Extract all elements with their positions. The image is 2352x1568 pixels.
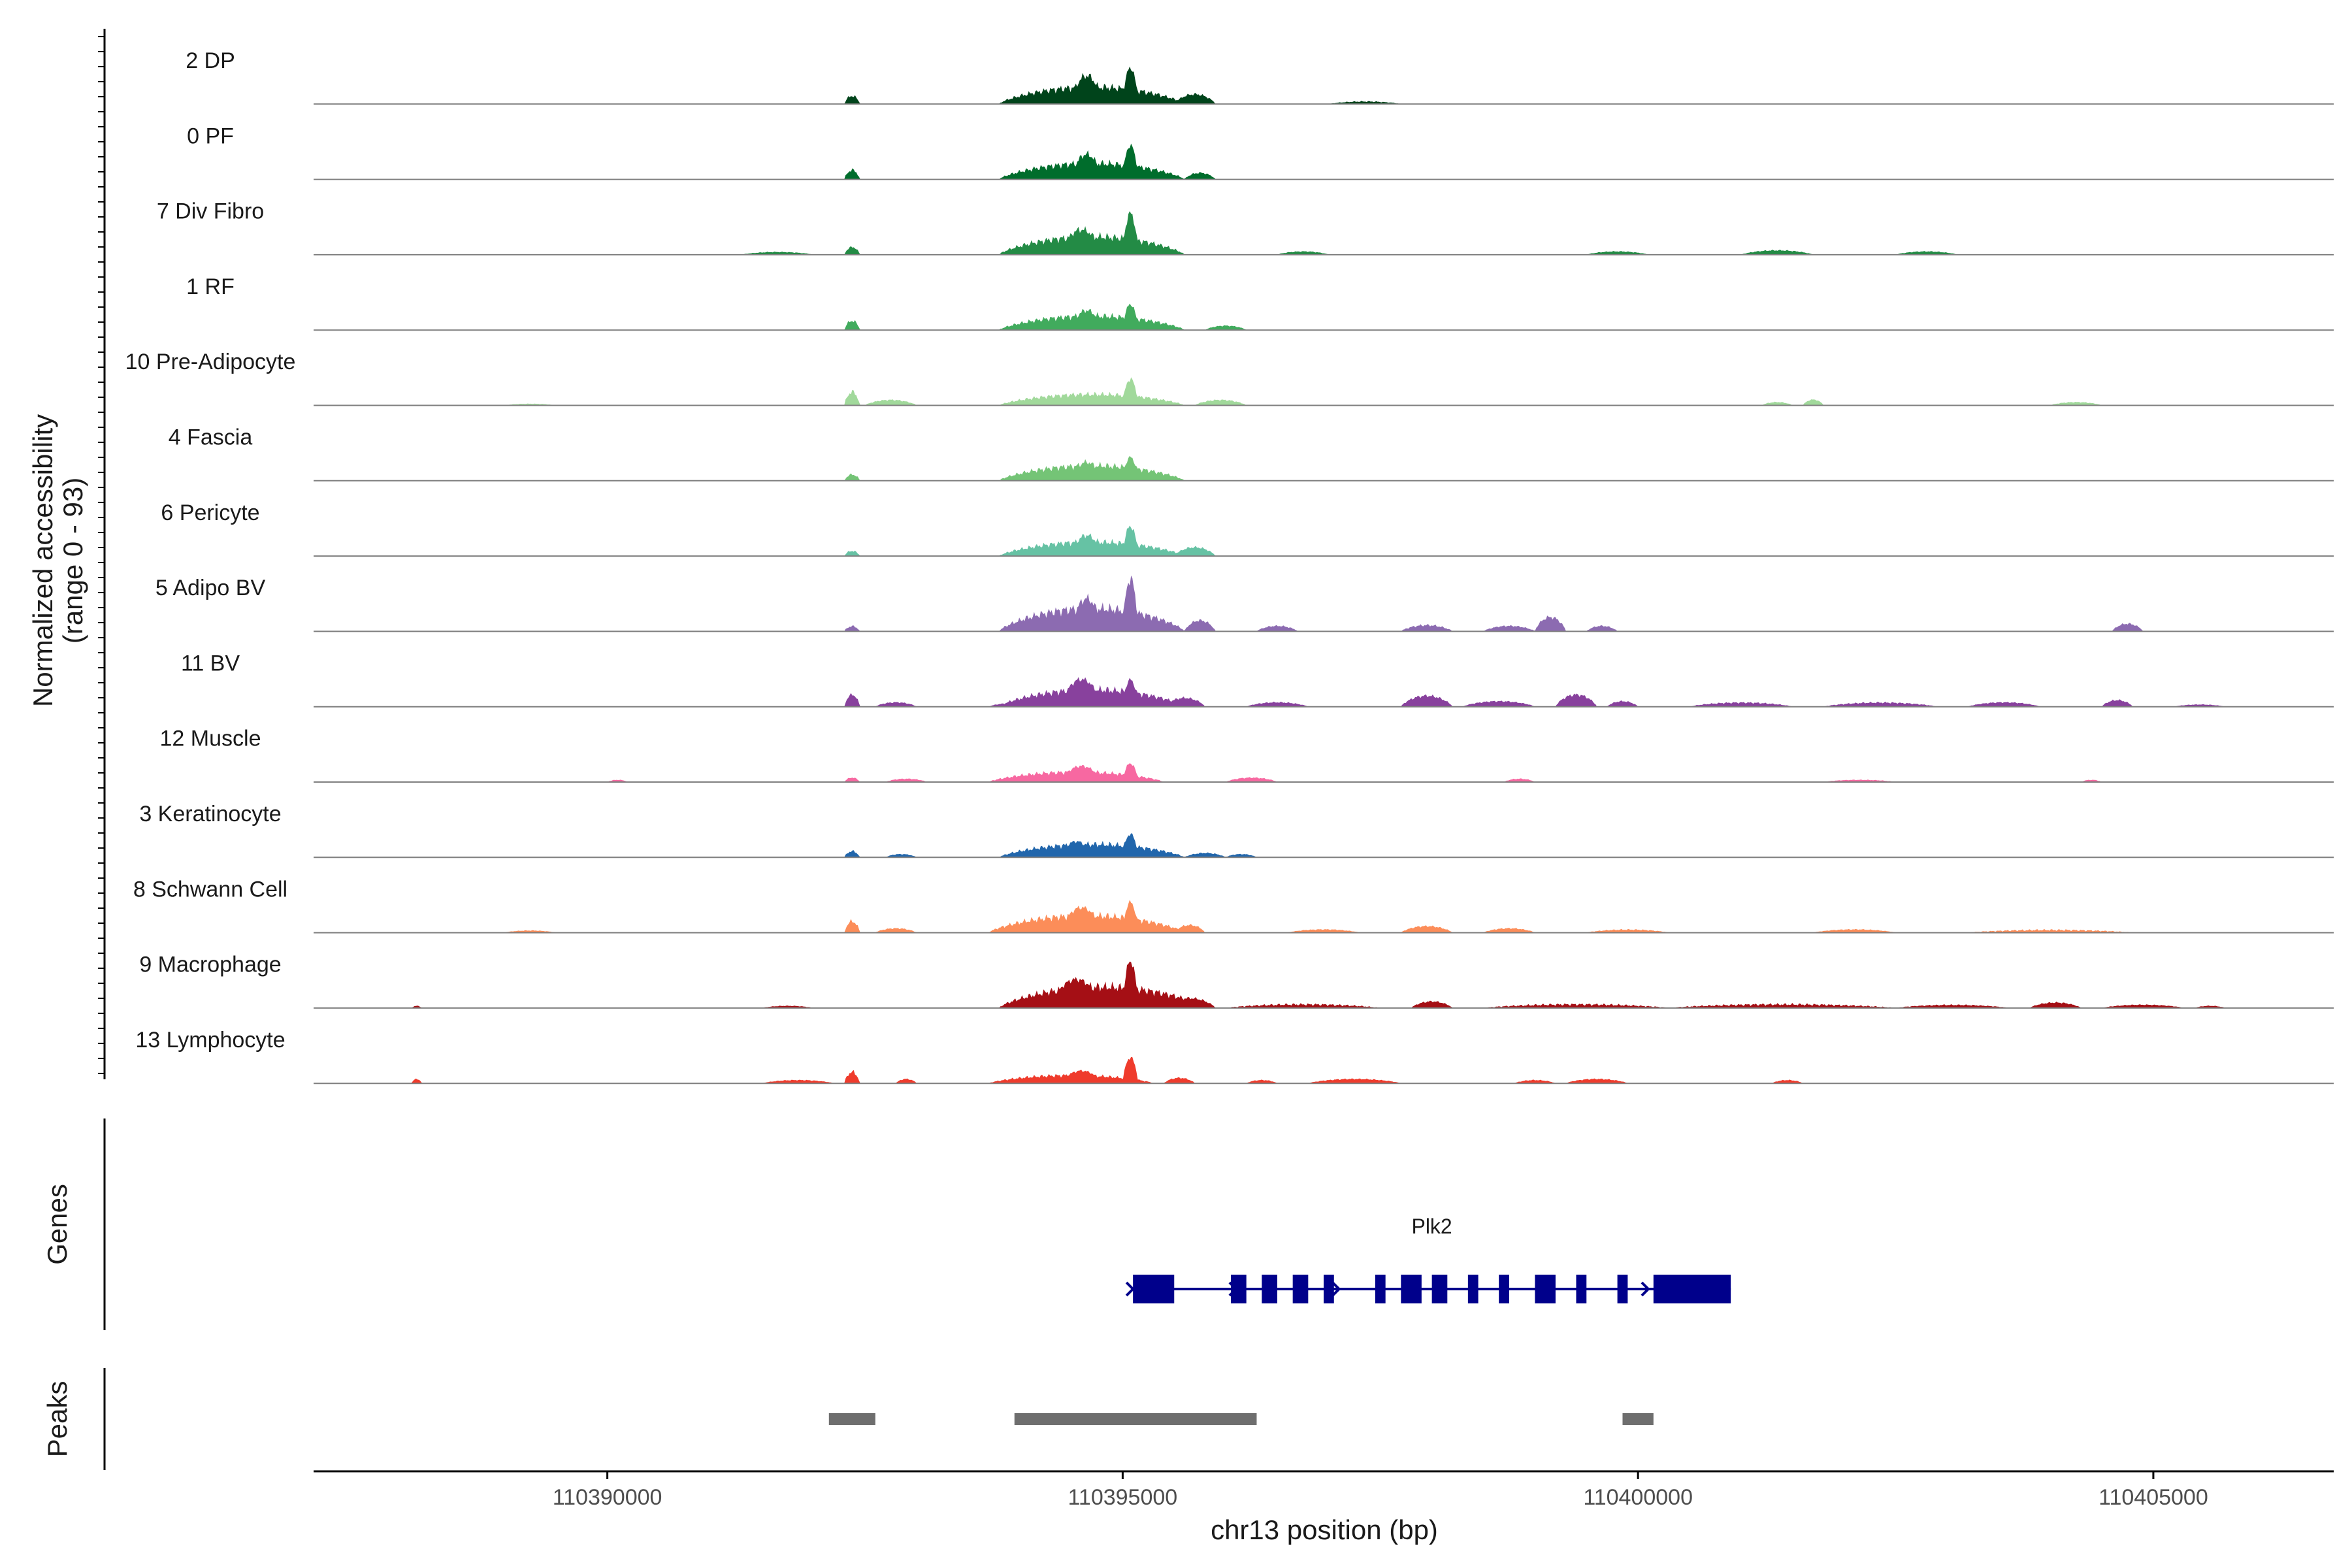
- gene-exon: [1535, 1275, 1556, 1303]
- coverage-area-5-adipo-bv: [314, 575, 2334, 632]
- peak-region: [828, 1413, 875, 1425]
- x-tick-label: 110400000: [1583, 1485, 1693, 1510]
- track-labels: 2 DP 0 PF 7 Div Fibro 1 RF 10 Pre-Adipocyte 4…: [125, 48, 296, 1053]
- track-label: 12 Muscle: [160, 727, 261, 751]
- gene-exon: [1431, 1275, 1448, 1303]
- gene-exon: [1401, 1275, 1422, 1303]
- x-tick-label: 110405000: [2099, 1485, 2208, 1510]
- coverage-area-11-bv: [314, 677, 2334, 707]
- coverage-tracks: [314, 66, 2334, 1085]
- track-8-schwann-cell: [314, 900, 2334, 934]
- coverage-area-8-schwann-cell: [314, 900, 2334, 933]
- gene-name-label: Plk2: [1411, 1215, 1452, 1238]
- gene-exon: [1499, 1275, 1509, 1303]
- track-label: 2 DP: [186, 48, 235, 73]
- track-label: 6 Pericyte: [161, 500, 259, 525]
- gene-exon: [1617, 1275, 1628, 1303]
- x-axis-ticks: 110390000 110395000 110400000 110405000: [553, 1471, 2208, 1510]
- coverage-area-2-dp: [314, 66, 2334, 105]
- track-label: 5 Adipo BV: [155, 576, 266, 600]
- x-tick-label: 110390000: [553, 1485, 662, 1510]
- peak-region: [1014, 1413, 1257, 1425]
- x-axis-title: chr13 position (bp): [1211, 1514, 1438, 1545]
- track-9-macrophage: [314, 961, 2334, 1009]
- coverage-area-7-div-fibro: [314, 211, 2334, 255]
- track-label: 10 Pre-Adipocyte: [125, 350, 296, 374]
- track-12-muscle: [314, 763, 2334, 783]
- track-2-dp: [314, 66, 2334, 105]
- coverage-area-3-keratinocyte: [314, 833, 2334, 858]
- coverage-area-4-fascia: [314, 455, 2334, 481]
- track-5-adipo-bv: [314, 575, 2334, 632]
- coverage-area-13-lymphocyte: [314, 1056, 2334, 1084]
- x-tick-label: 110395000: [1068, 1485, 1178, 1510]
- y-axis-title-line-1: Normalized accessibility: [27, 414, 58, 707]
- gene-exon: [1324, 1275, 1334, 1303]
- track-label: 8 Schwann Cell: [133, 877, 287, 902]
- strand-arrow: [1331, 1281, 1341, 1297]
- coverage-area-1-rf: [314, 303, 2334, 331]
- peak-regions: [828, 1413, 1654, 1425]
- gene-model: [1125, 1275, 1731, 1303]
- gene-exon: [1231, 1275, 1247, 1303]
- gene-exon: [1262, 1275, 1278, 1303]
- gene-exon: [1576, 1275, 1587, 1303]
- track-label: 3 Keratinocyte: [139, 802, 281, 826]
- gene-exon: [1375, 1275, 1386, 1303]
- track-11-bv: [314, 677, 2334, 708]
- gene-exon: [1133, 1275, 1175, 1303]
- gene-exon: [1467, 1275, 1478, 1303]
- track-label: 4 Fascia: [169, 425, 253, 450]
- track-3-keratinocyte: [314, 833, 2334, 858]
- track-label: 11 BV: [181, 651, 240, 676]
- track-13-lymphocyte: [314, 1056, 2334, 1085]
- track-label: 13 Lymphocyte: [135, 1028, 285, 1053]
- genes-axis-title: Genes: [42, 1184, 73, 1265]
- coverage-area-9-macrophage: [314, 961, 2334, 1008]
- gene-exon: [1292, 1275, 1309, 1303]
- coverage-area-12-muscle: [314, 763, 2334, 782]
- coverage-y-ticks: [98, 36, 105, 1074]
- strand-arrow: [1641, 1281, 1650, 1297]
- coverage-area-6-pericyte: [314, 525, 2334, 557]
- track-0-pf: [314, 143, 2334, 180]
- peaks-axis-title: Peaks: [42, 1381, 73, 1458]
- track-10-pre-adipocyte: [314, 377, 2334, 406]
- track-label: 7 Div Fibro: [157, 199, 264, 224]
- coverage-area-0-pf: [314, 143, 2334, 180]
- coverage-area-10-pre-adipocyte: [314, 377, 2334, 406]
- track-4-fascia: [314, 455, 2334, 482]
- track-label: 0 PF: [187, 123, 234, 148]
- track-7-div-fibro: [314, 211, 2334, 255]
- track-label: 9 Macrophage: [139, 953, 281, 977]
- peak-region: [1622, 1413, 1654, 1425]
- track-label: 1 RF: [186, 274, 235, 299]
- track-1-rf: [314, 303, 2334, 331]
- gene-exon: [1653, 1275, 1731, 1303]
- strand-arrow: [1125, 1281, 1135, 1297]
- track-6-pericyte: [314, 525, 2334, 557]
- y-axis-title-line-2: (range 0 - 93): [57, 478, 88, 644]
